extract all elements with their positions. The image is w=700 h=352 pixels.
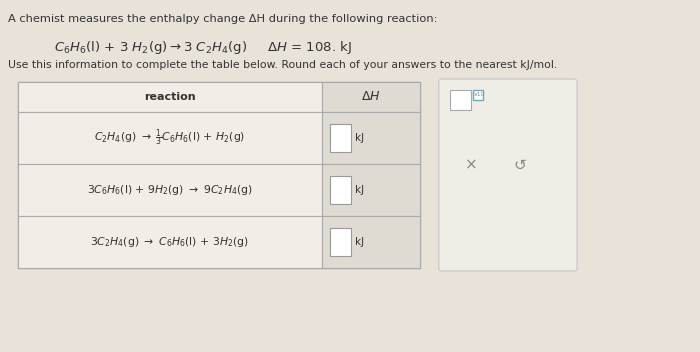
Text: $\Delta H$: $\Delta H$ [361,90,381,103]
Bar [449,90,471,110]
Text: kJ: kJ [356,133,365,143]
Text: 3$C_2H_4$(g) $\rightarrow$ $C_6H_6$(l) + 3$H_2$(g): 3$C_2H_4$(g) $\rightarrow$ $C_6H_6$(l) +… [90,235,249,249]
Text: A chemist measures the enthalpy change ΔH during the following reaction:: A chemist measures the enthalpy change Δ… [8,14,438,24]
Bar [473,90,483,100]
Bar [18,82,322,112]
Bar [18,112,322,164]
FancyBboxPatch shape [439,79,577,271]
Text: ×: × [465,157,477,172]
Bar [18,216,322,268]
Bar [330,124,351,152]
Bar [322,82,420,112]
Text: 3$C_6H_6$(l) + 9$H_2$(g) $\rightarrow$ 9$C_2H_4$(g): 3$C_6H_6$(l) + 9$H_2$(g) $\rightarrow$ 9… [87,183,253,197]
Bar [330,228,351,256]
Bar [18,82,420,268]
Text: Use this information to complete the table below. Round each of your answers to : Use this information to complete the tab… [8,60,557,70]
Bar [322,164,420,216]
Bar [18,164,322,216]
Text: ↺: ↺ [514,157,526,172]
Text: $\mathit{C_6H_6}$(l) + 3 $\mathit{H_2}$(g)$\rightarrow$3 $\mathit{C_2H_4}$(g)   : $\mathit{C_6H_6}$(l) + 3 $\mathit{H_2}$(… [54,39,352,56]
Text: kJ: kJ [356,237,365,247]
Text: $C_2H_4$(g) $\rightarrow$ $\frac{1}{3}$$C_6H_6$(l) + $H_2$(g): $C_2H_4$(g) $\rightarrow$ $\frac{1}{3}$$… [94,127,246,149]
Bar [322,216,420,268]
Text: reaction: reaction [144,92,195,102]
Text: x10: x10 [474,93,486,98]
Bar [330,176,351,204]
Bar [322,112,420,164]
Text: kJ: kJ [356,185,365,195]
